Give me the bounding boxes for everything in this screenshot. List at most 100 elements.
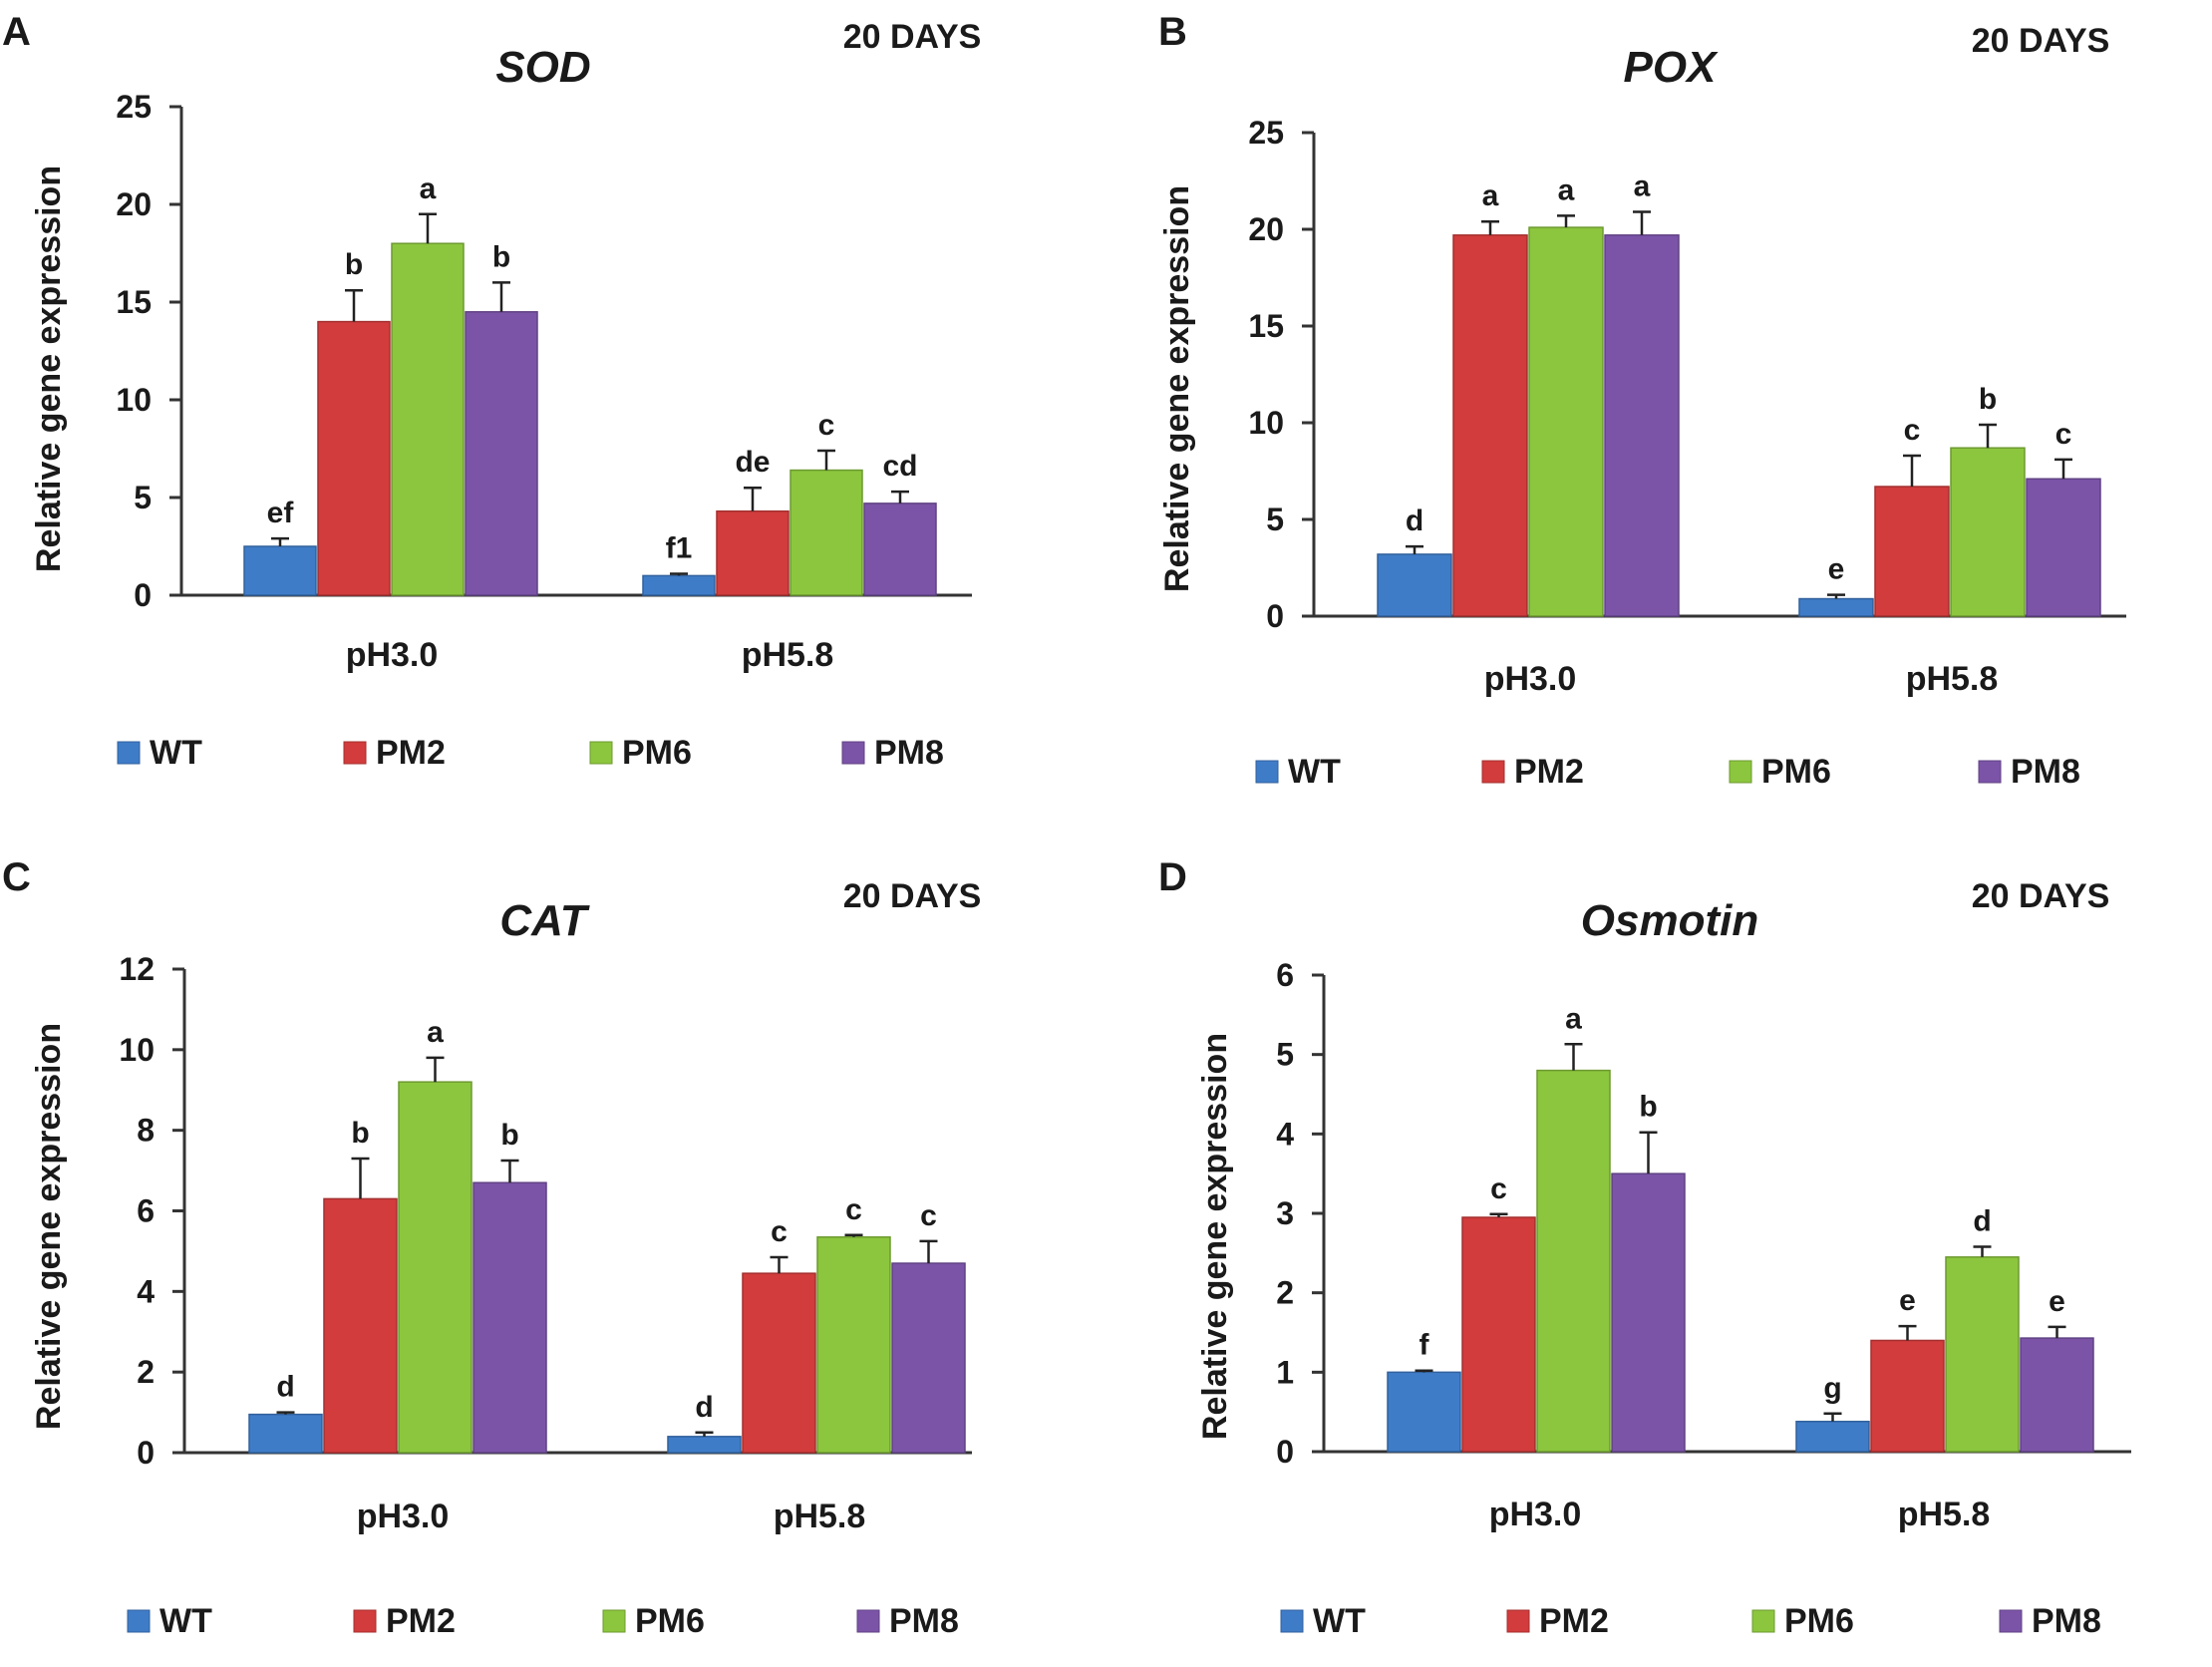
y-tick-label: 2 <box>1276 1275 1294 1311</box>
bar-pm2-ph3 <box>323 1197 398 1454</box>
bar-pm2-ph5 <box>1874 486 1950 617</box>
category-label: pH3.0 <box>346 636 439 674</box>
legend-swatch-pm8 <box>856 1609 880 1633</box>
category-label: pH3.0 <box>357 1498 450 1535</box>
significance-letter: f1 <box>666 531 693 564</box>
days-label: 20 DAYS <box>843 18 982 56</box>
significance-letter: b <box>500 1119 518 1152</box>
y-tick-label: 1 <box>1276 1354 1294 1390</box>
bar-pm2-ph3 <box>1461 1216 1536 1453</box>
legend-swatch-pm8 <box>1978 760 2002 784</box>
category-label: pH5.8 <box>1906 660 1999 698</box>
legend-swatch-pm6 <box>602 1609 626 1633</box>
legend-label: PM8 <box>874 734 944 772</box>
y-tick-label: 5 <box>1266 501 1284 537</box>
significance-letter: f <box>1420 1329 1430 1362</box>
legend-swatch-wt <box>127 1609 151 1633</box>
legend-label: PM2 <box>386 1602 456 1640</box>
bar-pm6-ph5 <box>1945 1256 2020 1453</box>
y-tick-label: 6 <box>1276 957 1294 993</box>
chart-title: POX <box>1624 43 1720 92</box>
bar-wt-ph3 <box>1377 553 1452 617</box>
bar-pm6-ph5 <box>816 1236 891 1454</box>
bar-wt-ph3 <box>248 1413 323 1454</box>
significance-letter: e <box>1828 553 1845 586</box>
bar-pm2-ph5 <box>742 1272 816 1454</box>
legend-label: WT <box>1313 1602 1366 1640</box>
bar-pm8-ph3 <box>465 311 538 596</box>
legend-label: PM6 <box>1761 753 1831 791</box>
y-tick-label: 6 <box>137 1193 155 1229</box>
bar-wt-ph5 <box>667 1436 742 1454</box>
chart-title: Osmotin <box>1581 896 1758 945</box>
bar-pm8-ph5 <box>2026 478 2101 617</box>
y-tick-label: 0 <box>134 577 152 613</box>
y-tick-label: 20 <box>116 186 152 222</box>
category-label: pH3.0 <box>1484 660 1577 698</box>
significance-letter: b <box>1639 1091 1657 1124</box>
bar-pm8-ph3 <box>473 1181 547 1454</box>
y-axis-label: Relative gene expression <box>1158 185 1196 592</box>
legend-swatch-pm8 <box>841 741 865 765</box>
significance-letter: b <box>492 240 510 273</box>
legend-swatch-wt <box>1280 1609 1304 1633</box>
significance-letter: a <box>1558 173 1575 206</box>
legend-label: PM6 <box>635 1602 705 1640</box>
bar-pm2-ph3 <box>1452 234 1528 617</box>
significance-letter: b <box>351 1117 369 1150</box>
y-tick-label: 12 <box>119 951 155 987</box>
significance-letter: c <box>920 1199 937 1232</box>
legend-label: PM8 <box>2011 753 2080 791</box>
legend-label: PM2 <box>376 734 446 772</box>
panel-d: D 20 DAYS Osmotin Relative gene expression 0… <box>1158 855 2131 1640</box>
legend-swatch-pm8 <box>1999 1609 2023 1633</box>
bar-pm6-ph3 <box>1528 226 1604 617</box>
bar-pm8-ph3 <box>1611 1172 1686 1453</box>
y-tick-label: 10 <box>1248 405 1284 441</box>
bar-pm6-ph3 <box>391 242 465 596</box>
y-tick-label: 15 <box>116 284 152 320</box>
bar-pm6-ph3 <box>398 1081 473 1454</box>
bar-pm8-ph5 <box>2020 1337 2094 1453</box>
y-axis-label: Relative gene expression <box>30 1023 68 1430</box>
significance-letter: c <box>818 409 835 442</box>
legend-swatch-pm6 <box>1729 760 1752 784</box>
bar-wt-ph5 <box>642 574 716 596</box>
bar-pm8-ph5 <box>863 502 937 596</box>
y-tick-label: 0 <box>137 1435 155 1471</box>
bar-pm8-ph5 <box>891 1262 966 1454</box>
days-label: 20 DAYS <box>1972 877 2110 915</box>
legend-label: WT <box>159 1602 212 1640</box>
bar-pm2-ph3 <box>317 320 391 596</box>
legend-swatch-pm6 <box>1751 1609 1775 1633</box>
days-label: 20 DAYS <box>843 877 982 915</box>
y-tick-label: 0 <box>1276 1434 1294 1470</box>
significance-letter: b <box>1979 383 1997 416</box>
y-tick-label: 10 <box>116 382 152 418</box>
legend-swatch-wt <box>117 741 141 765</box>
bar-wt-ph3 <box>1387 1371 1461 1453</box>
y-tick-label: 15 <box>1248 308 1284 344</box>
panel-letter: D <box>1158 855 1187 899</box>
bar-pm6-ph5 <box>1950 447 2026 617</box>
legend-swatch-pm2 <box>1506 1609 1530 1633</box>
panel-c: C 20 DAYS CAT Relative gene expression 0 2 4 6 8… <box>2 855 981 1640</box>
significance-letter: g <box>1823 1372 1841 1405</box>
legend-label: WT <box>1288 753 1341 791</box>
panel-a: A 20 DAYS SOD Relative gene expression 0 5 10 1… <box>2 10 981 772</box>
days-label: 20 DAYS <box>1972 22 2110 60</box>
significance-letter: ef <box>267 497 295 529</box>
significance-letter: e <box>2049 1285 2065 1318</box>
significance-letter: c <box>1490 1172 1507 1205</box>
y-tick-label: 10 <box>119 1032 155 1068</box>
significance-letter: c <box>2055 418 2072 451</box>
bar-pm6-ph5 <box>790 469 863 596</box>
y-tick-label: 3 <box>1276 1195 1294 1231</box>
legend-label: PM8 <box>2032 1602 2101 1640</box>
significance-letter: c <box>845 1193 862 1226</box>
category-label: pH5.8 <box>774 1498 866 1535</box>
y-tick-label: 5 <box>134 480 152 515</box>
significance-letter: a <box>427 1016 444 1049</box>
significance-letter: c <box>771 1215 788 1248</box>
y-tick-label: 25 <box>116 89 152 125</box>
